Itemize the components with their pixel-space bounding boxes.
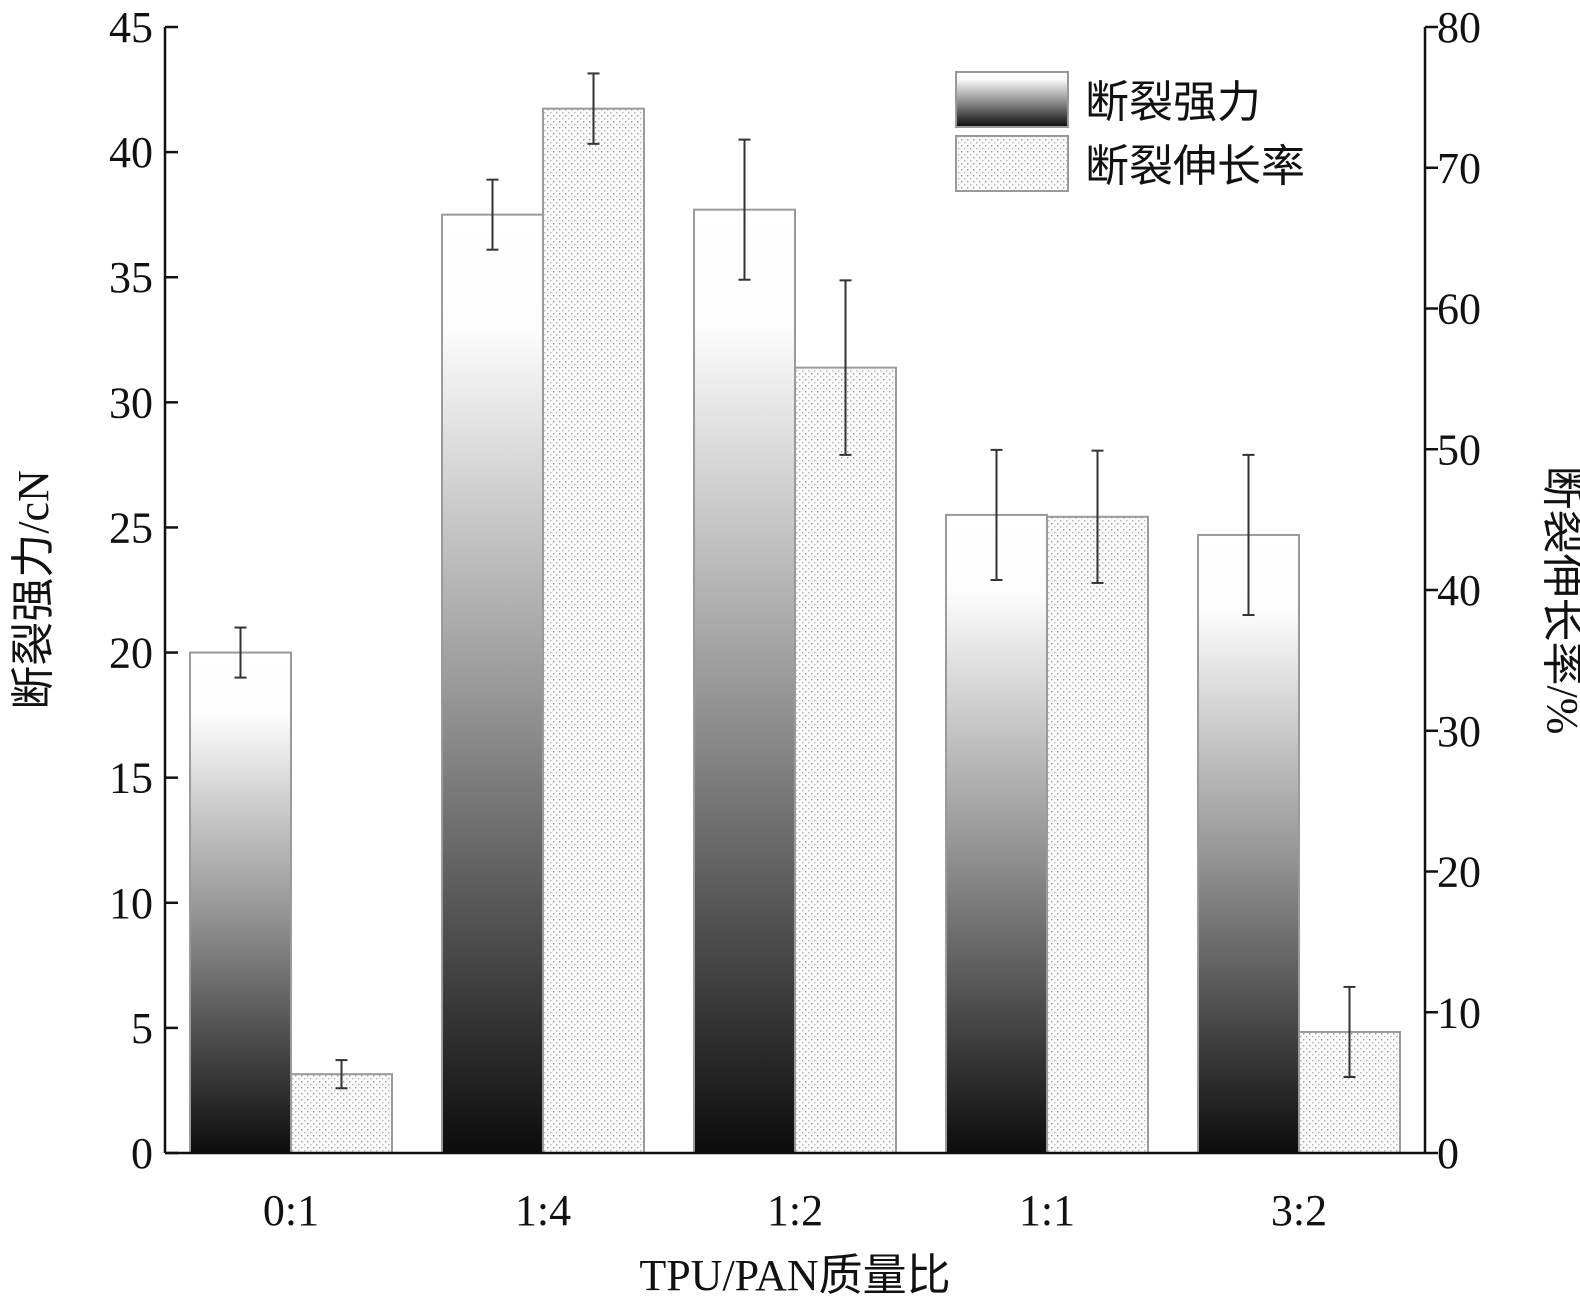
- elongation-bar-1-1: [1046, 515, 1149, 1154]
- y2-tick-label: 60: [1437, 285, 1481, 334]
- x-tick-label: 1:2: [767, 1186, 823, 1235]
- y2-tick-label: 50: [1437, 425, 1481, 474]
- y-tick-label: 0: [131, 1129, 153, 1178]
- error-bar: [990, 448, 1003, 581]
- y-tick-label: 40: [109, 128, 153, 177]
- strength-bar-3-2: [1197, 533, 1300, 1154]
- x-axis-label: TPU/PAN质量比: [639, 1251, 950, 1300]
- x-tick-label: 3:2: [1271, 1186, 1327, 1235]
- x-tick-label: 0:1: [263, 1186, 319, 1235]
- legend-swatch-strength: [955, 71, 1069, 128]
- error-bar: [1242, 453, 1255, 617]
- y2-tick-label: 40: [1437, 566, 1481, 615]
- y2-tick-label: 30: [1437, 707, 1481, 756]
- strength-bar-1-2: [693, 208, 796, 1154]
- error-bar: [839, 279, 852, 456]
- y-tick-label: 25: [109, 503, 153, 552]
- y-tick-label: 20: [109, 629, 153, 678]
- y-tick-label: 15: [109, 754, 153, 803]
- y2-tick-label: 20: [1437, 848, 1481, 897]
- elongation-bar-1-4: [542, 107, 645, 1154]
- legend-label-elongation: 断裂伸长率: [1085, 142, 1305, 191]
- y2-tick-label: 10: [1437, 988, 1481, 1037]
- y2-tick-label: 70: [1437, 144, 1481, 193]
- y-tick-label: 35: [109, 253, 153, 302]
- error-bar: [1091, 449, 1104, 584]
- error-bar: [1343, 985, 1356, 1078]
- elongation-bar-1-2: [794, 366, 897, 1154]
- error-bar: [587, 72, 600, 145]
- x-tick-label: 1:4: [515, 1186, 571, 1235]
- y2-tick-label: 0: [1437, 1129, 1459, 1178]
- y-axis-label: 断裂强力/cN: [9, 470, 58, 710]
- error-bar: [234, 626, 247, 679]
- y-tick-label: 30: [109, 378, 153, 427]
- y-tick-label: 5: [131, 1004, 153, 1053]
- legend-swatch-elongation: [955, 135, 1069, 192]
- strength-bar-1-1: [945, 513, 1048, 1154]
- legend: 断裂强力 断裂伸长率: [955, 71, 1305, 192]
- error-bar: [486, 178, 499, 251]
- strength-bar-0-1: [189, 651, 292, 1154]
- x-tick-label: 1:1: [1019, 1186, 1075, 1235]
- y2-tick-label: 80: [1437, 3, 1481, 52]
- y-tick-label: 10: [109, 879, 153, 928]
- legend-label-strength: 断裂强力: [1085, 78, 1261, 127]
- error-bar: [738, 138, 751, 281]
- error-bar: [335, 1059, 348, 1090]
- y2-axis-label: 断裂伸长率/%: [1538, 466, 1580, 735]
- y-tick-label: 45: [109, 3, 153, 52]
- strength-bar-1-4: [441, 213, 544, 1154]
